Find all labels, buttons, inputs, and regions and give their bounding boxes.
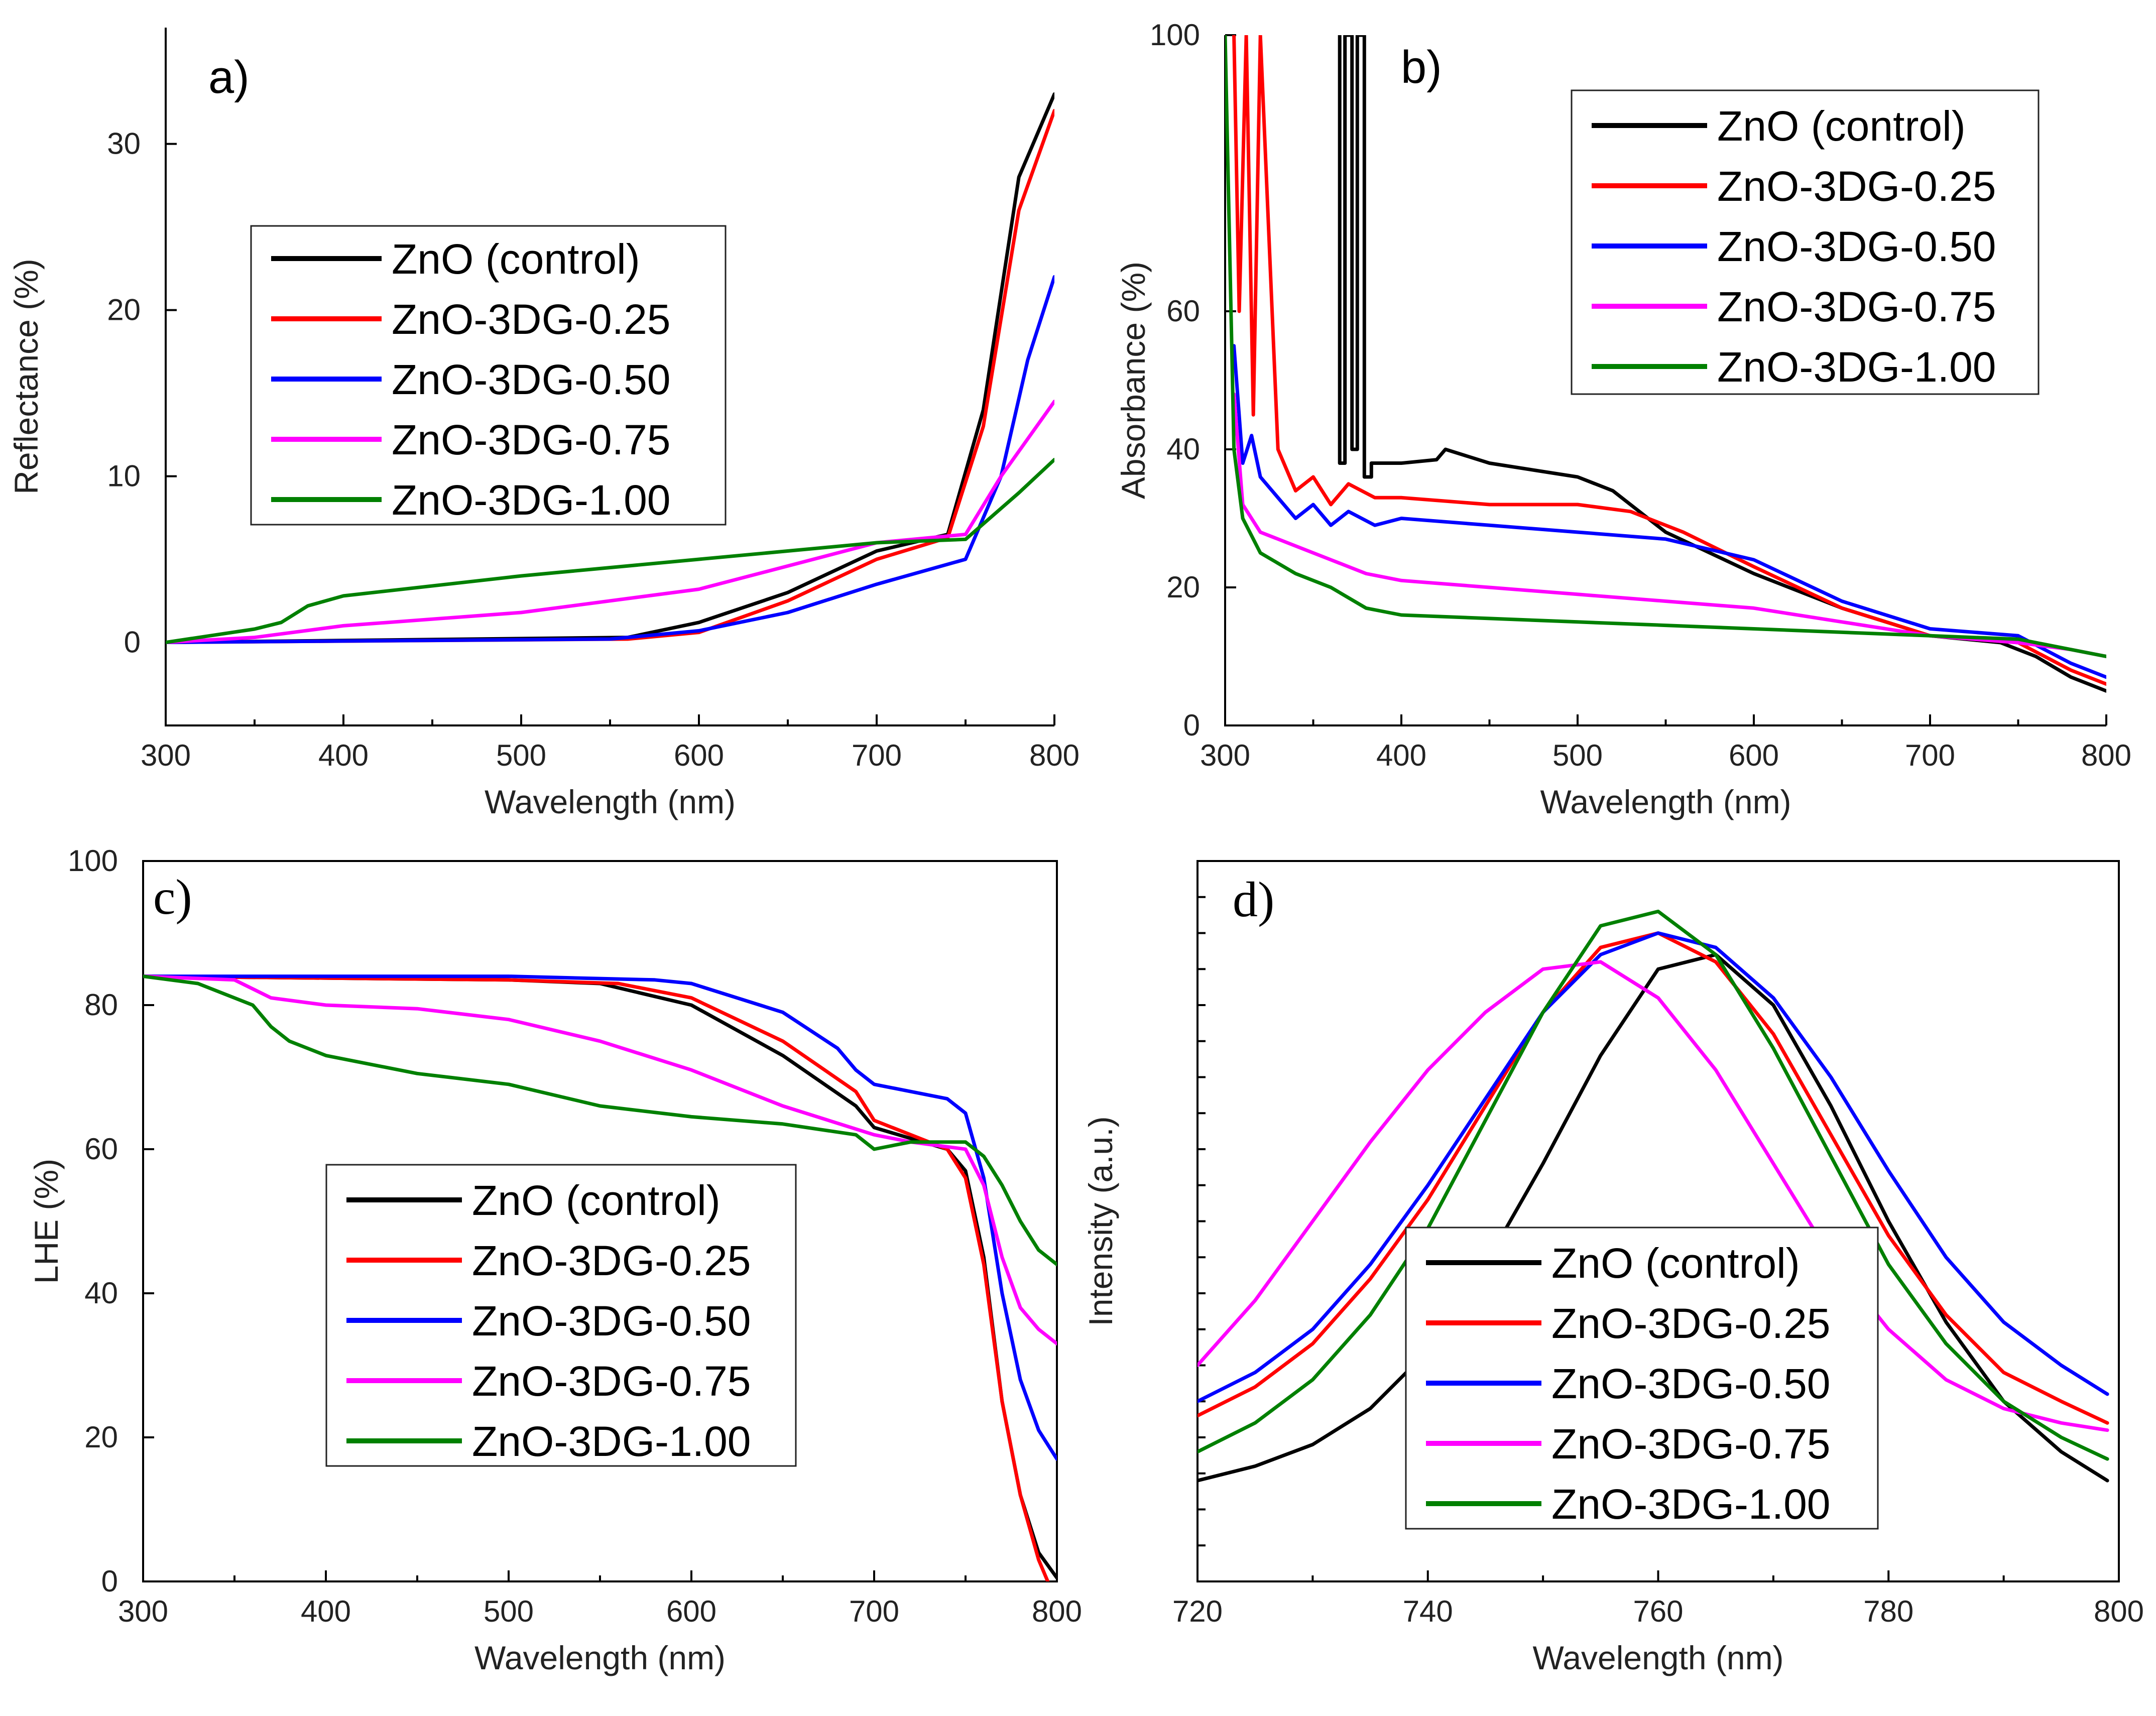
y-tick-label: 20 bbox=[107, 293, 141, 327]
x-tick-label: 780 bbox=[1863, 1595, 1913, 1628]
x-tick-label: 300 bbox=[118, 1595, 168, 1628]
y-tick-label: 30 bbox=[107, 127, 141, 161]
legend-label: ZnO-3DG-0.25 bbox=[472, 1237, 751, 1284]
y-tick-label: 100 bbox=[1150, 18, 1200, 52]
x-axis-label: Wavelength (nm) bbox=[1532, 1639, 1783, 1676]
series-line-zno-3dg-1-00 bbox=[1197, 909, 2109, 1461]
x-tick-label: 800 bbox=[2094, 1595, 2144, 1628]
legend-label: ZnO-3DG-1.00 bbox=[1551, 1481, 1831, 1528]
y-axis-label: Intensity (a.u.) bbox=[1082, 1116, 1119, 1326]
x-tick-label: 760 bbox=[1633, 1595, 1683, 1628]
y-tick-label: 60 bbox=[84, 1132, 118, 1166]
x-tick-label: 400 bbox=[301, 1595, 351, 1628]
y-tick-label: 0 bbox=[101, 1564, 118, 1598]
series-line-zno-3dg-0-25 bbox=[143, 974, 1050, 1581]
panel-label: d) bbox=[1233, 872, 1274, 927]
y-axis-label: LHE (%) bbox=[28, 1159, 65, 1284]
series-line-zno-control- bbox=[166, 92, 1054, 644]
panel-d-intensity: 720 740 760 780 800 Wavelength (nm) Intensity … bbox=[1082, 860, 2144, 1676]
y-axis-label: Absorbance (%) bbox=[1115, 262, 1152, 499]
x-axis-label: Wavelength (nm) bbox=[485, 783, 736, 820]
x-tick-label: 740 bbox=[1403, 1595, 1453, 1628]
series-line-zno-control- bbox=[1197, 953, 2109, 1483]
panel-b-absorbance: 300 400 500 600 700 800 0 20 40 60 100 Wavelength (… bbox=[1115, 18, 2131, 820]
y-tick-label: 0 bbox=[124, 626, 141, 659]
legend-label: ZnO-3DG-0.50 bbox=[392, 356, 671, 403]
x-tick-label: 800 bbox=[2081, 739, 2131, 772]
y-tick-label: 80 bbox=[84, 988, 118, 1022]
x-tick-label: 400 bbox=[1376, 739, 1426, 772]
legend-box bbox=[325, 1164, 797, 1467]
series-line-zno-3dg-1-00 bbox=[1225, 35, 2106, 658]
legend-label: ZnO-3DG-0.25 bbox=[1717, 163, 1996, 210]
legend-label: ZnO-3DG-1.00 bbox=[1717, 343, 1996, 391]
y-tick-label: 100 bbox=[68, 844, 118, 878]
x-tick-label: 800 bbox=[1029, 739, 1080, 772]
series-line-zno-3dg-0-50 bbox=[1197, 931, 2109, 1403]
y-tick-label: 20 bbox=[84, 1420, 118, 1454]
legend-label: ZnO-3DG-1.00 bbox=[392, 476, 671, 524]
panel-c-lhe: 300 400 500 600 700 800 0 20 40 60 80 100 Wavelength… bbox=[28, 844, 1082, 1676]
x-tick-label: 700 bbox=[1905, 739, 1955, 772]
legend-label: ZnO (control) bbox=[1551, 1240, 1800, 1287]
x-tick-label: 500 bbox=[1552, 739, 1603, 772]
y-tick-label: 60 bbox=[1166, 294, 1200, 328]
legend-box bbox=[1571, 89, 2040, 395]
y-tick-label: 40 bbox=[84, 1276, 118, 1310]
x-tick-label: 400 bbox=[318, 739, 369, 772]
x-tick-label: 300 bbox=[1200, 739, 1250, 772]
series-line-zno-3dg-0-50 bbox=[1232, 344, 2106, 679]
x-tick-label: 700 bbox=[852, 739, 902, 772]
x-tick-label: 800 bbox=[1032, 1595, 1082, 1628]
x-tick-label: 500 bbox=[484, 1595, 534, 1628]
legend-label: ZnO-3DG-0.50 bbox=[472, 1297, 751, 1344]
series-line-zno-3dg-0-75 bbox=[1197, 960, 2109, 1432]
legend-label: ZnO-3DG-0.50 bbox=[1551, 1360, 1831, 1407]
x-tick-label: 300 bbox=[141, 739, 191, 772]
legend-label: ZnO-3DG-0.75 bbox=[1717, 283, 1996, 330]
series-line-zno-3dg-1-00 bbox=[166, 458, 1054, 644]
legend-box bbox=[250, 225, 727, 526]
y-tick-label: 10 bbox=[107, 459, 141, 493]
x-axis-label: Wavelength (nm) bbox=[1540, 783, 1791, 820]
legend-label: ZnO-3DG-0.50 bbox=[1717, 223, 1996, 270]
y-tick-label: 40 bbox=[1166, 432, 1200, 466]
legend-label: ZnO-3DG-0.75 bbox=[1551, 1420, 1831, 1467]
legend: ZnO (control) ZnO-3DG-0.25 ZnO-3DG-0.50 ZnO… bbox=[250, 225, 727, 526]
legend-label: ZnO (control) bbox=[392, 235, 640, 283]
x-tick-label: 700 bbox=[849, 1595, 899, 1628]
series-line-zno-3dg-0-75 bbox=[143, 974, 1057, 1345]
legend-label: ZnO-3DG-0.75 bbox=[392, 416, 671, 463]
series-line-zno-3dg-0-25 bbox=[1232, 35, 2106, 686]
legend: ZnO (control) ZnO-3DG-0.25 ZnO-3DG-0.50 ZnO… bbox=[1571, 89, 2040, 395]
legend-label: ZnO (control) bbox=[1717, 102, 1966, 150]
x-axis-label: Wavelength (nm) bbox=[474, 1639, 726, 1676]
x-tick-label: 500 bbox=[496, 739, 546, 772]
series-line-zno-3dg-0-50 bbox=[166, 275, 1054, 644]
x-tick-label: 600 bbox=[666, 1595, 716, 1628]
x-tick-label: 600 bbox=[1729, 739, 1779, 772]
legend: ZnO (control) ZnO-3DG-0.25 ZnO-3DG-0.50 ZnO… bbox=[325, 1164, 797, 1467]
series-line-zno-3dg-0-75 bbox=[166, 400, 1054, 644]
series-line-zno-3dg-1-00 bbox=[143, 974, 1057, 1267]
y-axis-label: Reflectance (%) bbox=[8, 259, 45, 495]
legend-label: ZnO-3DG-1.00 bbox=[472, 1418, 751, 1465]
y-tick-label: 0 bbox=[1183, 708, 1200, 742]
panel-label: a) bbox=[208, 52, 250, 103]
y-tick-label: 20 bbox=[1166, 570, 1200, 604]
panel-label: c) bbox=[153, 869, 192, 925]
panel-a-reflectance: 300 400 500 600 700 800 0 10 20 30 Wavelength (nm)… bbox=[8, 28, 1080, 820]
legend-label: ZnO-3DG-0.75 bbox=[472, 1358, 751, 1405]
x-tick-label: 600 bbox=[674, 739, 724, 772]
series-line-zno-3dg-0-50 bbox=[143, 974, 1057, 1461]
legend-box bbox=[1405, 1227, 1879, 1530]
legend-label: ZnO-3DG-0.25 bbox=[1551, 1300, 1831, 1347]
legend: ZnO (control) ZnO-3DG-0.25 ZnO-3DG-0.50 ZnO… bbox=[1405, 1227, 1879, 1530]
legend-label: ZnO-3DG-0.25 bbox=[392, 296, 671, 343]
x-tick-label: 720 bbox=[1172, 1595, 1223, 1628]
panel-label: b) bbox=[1401, 42, 1442, 93]
legend-label: ZnO (control) bbox=[472, 1177, 721, 1224]
